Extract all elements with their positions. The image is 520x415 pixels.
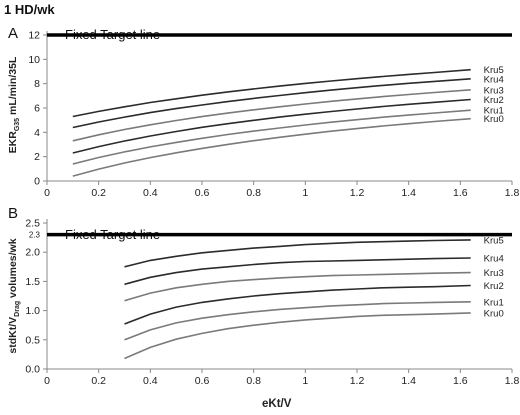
panel-a-letter: A bbox=[8, 25, 19, 42]
panel-a-series-kru3 bbox=[72, 89, 471, 142]
panel-b-letter: B bbox=[8, 205, 19, 222]
panel-b-series-kru5 bbox=[124, 239, 471, 268]
panel-a-y-tick-label: 10 bbox=[28, 54, 40, 66]
x-axis-label: eKt/V bbox=[262, 398, 292, 410]
panel-b-x-tick-label: 1.6 bbox=[453, 375, 468, 387]
panel-b-x-tick-label: 1.8 bbox=[505, 375, 520, 387]
panel-a-series-label-kru0: Kru0 bbox=[484, 114, 504, 125]
panel-b-x-tick-label: 0.6 bbox=[195, 375, 210, 387]
panel-a-y-tick-label: 8 bbox=[34, 78, 40, 90]
panel-b-x-tick-label: 0.2 bbox=[91, 375, 106, 387]
panel-b-series-label-kru3: Kru3 bbox=[484, 268, 504, 279]
panel-b-x-tick-label: 1.4 bbox=[401, 375, 416, 387]
panel-b-x-tick-label: 0.8 bbox=[246, 375, 261, 387]
panel-b-series-kru1 bbox=[124, 301, 471, 341]
panel-a-x-tick-label: 0.4 bbox=[143, 187, 158, 199]
panel-a-series-label-kru2: Kru2 bbox=[484, 95, 504, 106]
panel-b-series-kru3 bbox=[124, 271, 471, 302]
panel-b-series-kru0 bbox=[124, 312, 471, 360]
panel-b-series-label-kru4: Kru4 bbox=[484, 254, 504, 265]
panel-b-x-tick-label: 0 bbox=[44, 375, 50, 387]
panel-a-series-kru0 bbox=[72, 117, 471, 177]
panel-b-series-label-kru2: Kru2 bbox=[484, 281, 504, 292]
panel-a-y-tick-label: 6 bbox=[34, 103, 40, 115]
panel-b-x-tick-label: 0.4 bbox=[143, 375, 158, 387]
figure-heading: 1 HD/wk bbox=[4, 2, 55, 17]
panel-a-x-tick-label: 1.2 bbox=[350, 187, 365, 199]
panel-b-target-tick-label: 2.3 bbox=[29, 231, 41, 240]
panel-a-series-label-kru3: Kru3 bbox=[484, 85, 504, 96]
panel-a-y-tick-label: 4 bbox=[34, 127, 40, 139]
panel-b-y-tick-label: 1.5 bbox=[25, 276, 40, 288]
panel-a-series-kru5 bbox=[72, 68, 471, 118]
panel-b-y-tick-label: 1.0 bbox=[25, 305, 40, 317]
panel-a-x-tick-label: 0.6 bbox=[195, 187, 210, 199]
panel-b-y-tick-label: 2.0 bbox=[25, 247, 40, 259]
panel-b-series-kru4 bbox=[124, 257, 471, 286]
panel-b-y-tick-label: 0.0 bbox=[25, 364, 40, 376]
panel-b-series-label-kru0: Kru0 bbox=[484, 308, 504, 319]
panel-b-series-label-kru1: Kru1 bbox=[484, 297, 504, 308]
panel-a-y-tick-label: 2 bbox=[34, 151, 40, 163]
panel-a-series-kru1 bbox=[72, 109, 471, 165]
panel-a-series-label-kru5: Kru5 bbox=[484, 65, 504, 76]
panel-a-x-tick-label: 1.4 bbox=[401, 187, 416, 199]
panel-b-series-label-kru5: Kru5 bbox=[484, 235, 504, 246]
panel-b-series-kru2 bbox=[124, 284, 471, 325]
panel-a-series-kru2 bbox=[72, 98, 471, 154]
panel-a-series-kru4 bbox=[72, 78, 471, 129]
panel-a-y-tick-label: 12 bbox=[28, 30, 40, 42]
panel-a-x-tick-label: 1.6 bbox=[453, 187, 468, 199]
panel-a-x-tick-label: 1.8 bbox=[505, 187, 520, 199]
panel-a-series-label-kru4: Kru4 bbox=[484, 74, 504, 85]
panel-a-x-tick-label: 0.8 bbox=[246, 187, 261, 199]
panel-a-x-tick-label: 1 bbox=[302, 187, 308, 199]
panel-a-series-label-kru1: Kru1 bbox=[484, 106, 504, 117]
panel-b-y-tick-label: 2.5 bbox=[25, 218, 40, 230]
panel-a-y-tick-label: 0 bbox=[34, 176, 40, 188]
panel-b-x-tick-label: 1 bbox=[302, 375, 308, 387]
panel-b-y-tick-label: 0.5 bbox=[25, 334, 40, 346]
panel-a-x-tick-label: 0.2 bbox=[91, 187, 106, 199]
panel-b-x-tick-label: 1.2 bbox=[350, 375, 365, 387]
panel-a-x-tick-label: 0 bbox=[44, 187, 50, 199]
